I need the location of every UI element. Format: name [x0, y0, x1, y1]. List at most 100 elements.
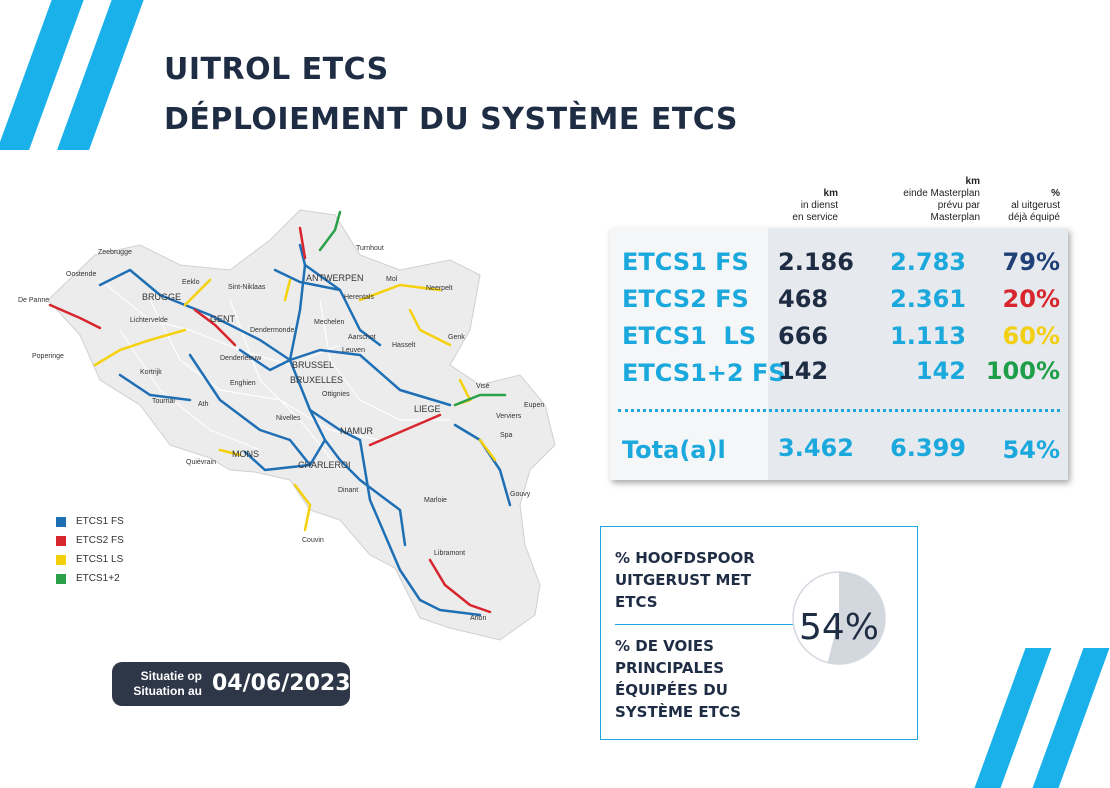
map-label-quievrain: Quiévrain [186, 459, 216, 466]
map-label-depanne: De Panne [18, 297, 49, 304]
map-label-poperinge: Poperinge [32, 353, 64, 360]
info-fr-line: % DE VOIES [615, 637, 714, 655]
line-etcs2fs-3 [298, 226, 307, 260]
coverage-info-box: % HOOFDSPOOR UITGERUST MET ETCS % DE VOI… [600, 526, 918, 740]
legend-label: ETCS1 LS [76, 554, 124, 565]
info-nl-line: UITGERUST MET [615, 571, 751, 589]
row-in-service-total: 3.462 [778, 434, 854, 462]
row-pct-etcs2fs: 20% [1002, 285, 1060, 313]
map-label-spa: Spa [500, 432, 513, 439]
info-text-nl: % HOOFDSPOOR UITGERUST MET ETCS [615, 547, 755, 613]
map-label-brugge: BRUGGE [142, 292, 181, 302]
column-header-masterplan: km einde Masterplan prévu par Masterplan [872, 176, 980, 224]
map-label-sintniklaas: Sint-Niklaas [228, 284, 266, 291]
row-label-total: Tota(a)l [622, 436, 726, 464]
map-label-hasselt: Hasselt [392, 342, 415, 349]
row-masterplan-etcs12fs: 142 [915, 357, 966, 385]
line-etcs1ls-5 [283, 278, 292, 302]
legend-swatch [56, 554, 66, 565]
line-etcs1ls-4 [408, 308, 452, 347]
situation-date: 04/06/2023 [212, 671, 351, 696]
line-etcs1fs-11 [323, 438, 407, 547]
line-etcs1ls-2 [183, 278, 212, 307]
row-masterplan-total: 6.399 [890, 434, 966, 462]
column-header-nl: al uitgerust [1011, 200, 1060, 211]
map-label-oostende: Oostende [66, 271, 96, 278]
column-header-fr-2: Masterplan [930, 212, 980, 223]
map-label-couvin: Couvin [302, 537, 324, 544]
map-label-gouvy: Gouvy [510, 491, 531, 498]
map-label-genk: Genk [448, 334, 465, 341]
line-etcs1ls-7 [478, 438, 497, 462]
legend-swatch [56, 516, 66, 527]
coverage-percent: 54% [798, 607, 879, 648]
line-etcs2fs-1 [48, 303, 102, 330]
legend-label: ETCS1 FS [76, 516, 124, 527]
map-label-liege: LIEGE [414, 404, 441, 414]
row-label-etcs2fs: ETCS2 FS [622, 285, 749, 313]
column-header-in-service: km in dienst en service [780, 188, 838, 224]
map-label-lichtervelde: Lichtervelde [130, 317, 168, 324]
line-etcs1fs-4 [243, 358, 327, 472]
line-etcs1ls-6 [293, 483, 312, 532]
line-etcs2fs-5 [428, 558, 492, 614]
map-label-tournai: Tournai [152, 398, 175, 405]
row-in-service-etcs1fs: 2.186 [778, 248, 854, 276]
row-masterplan-etcs1ls: 1.113 [890, 322, 966, 350]
map-label-zeebrugge: Zeebrugge [98, 249, 132, 256]
map-label-verviers: Verviers [496, 413, 522, 420]
column-header-unit: km [823, 188, 838, 199]
row-pct-etcs12fs: 100% [985, 357, 1060, 385]
column-header-fr: déjà équipé [1008, 212, 1060, 223]
column-header-unit: km [965, 176, 980, 187]
column-header-unit: % [1051, 188, 1060, 199]
map-label-leuven: Leuven [342, 347, 365, 354]
page-title: UITROL ETCS [164, 52, 389, 87]
column-header-nl: einde Masterplan [903, 188, 980, 199]
line-etcs1ls-9 [218, 448, 242, 457]
map-label-eupen: Eupen [524, 402, 544, 409]
column-header-fr: prévu par [937, 200, 980, 211]
map-label-denderleeuw: Denderleeuw [220, 355, 262, 362]
legend-item: ETCS1+2 [56, 569, 124, 588]
table-divider [618, 409, 1060, 412]
map-label-dendermonde: Dendermonde [250, 327, 294, 334]
info-nl-line: ETCS [615, 593, 658, 611]
map-label-namur: NAMUR [340, 426, 373, 436]
line-etcs1ls-1 [93, 328, 187, 367]
line-etcs1fs-10 [273, 268, 342, 292]
row-masterplan-etcs1fs: 2.783 [890, 248, 966, 276]
line-etcs1fs-7 [238, 348, 292, 372]
legend-swatch [56, 535, 66, 546]
map-label-aarschot: Aarschot [348, 334, 376, 341]
page-subtitle: DÉPLOIEMENT DU SYSTÈME ETCS [164, 102, 738, 137]
line-etcs1fs-1 [98, 268, 452, 407]
legend-item: ETCS1 FS [56, 512, 124, 531]
map-label-eeklo: Eeklo [182, 279, 200, 286]
map-label-dinant: Dinant [338, 487, 358, 494]
map-label-neerpelt: Neerpelt [426, 285, 453, 292]
legend-item: ETCS2 FS [56, 531, 124, 550]
row-pct-total: 54% [1002, 436, 1060, 464]
line-etcs1ls-3 [358, 283, 442, 302]
map-label-kortrijk: Kortrijk [140, 369, 162, 376]
row-pct-etcs1ls: 60% [1002, 322, 1060, 350]
line-etcs1fs-2 [288, 243, 307, 362]
map-label-antwerpen: ANTWERPEN [306, 273, 364, 283]
map-label-arlon: Arlon [470, 615, 486, 622]
pie-slice-equipped [827, 572, 885, 664]
legend-swatch [56, 573, 66, 584]
line-etcs1fs-6 [188, 353, 312, 467]
legend-label: ETCS1+2 [76, 573, 120, 584]
line-etcs2fs-2 [193, 308, 237, 347]
info-divider [615, 624, 795, 625]
decor-stripe-bottom-right-2 [1032, 648, 1110, 788]
map-label-mol: Mol [386, 276, 398, 283]
coverage-pie [792, 571, 886, 665]
map-label-mons: MONS [232, 449, 259, 459]
line-etcs1fs-3 [303, 263, 382, 347]
line-etcs1fs-5 [308, 408, 482, 617]
map-label-libramont: Libramont [434, 550, 465, 557]
row-in-service-etcs2fs: 468 [778, 285, 829, 313]
legend-label: ETCS2 FS [76, 535, 124, 546]
